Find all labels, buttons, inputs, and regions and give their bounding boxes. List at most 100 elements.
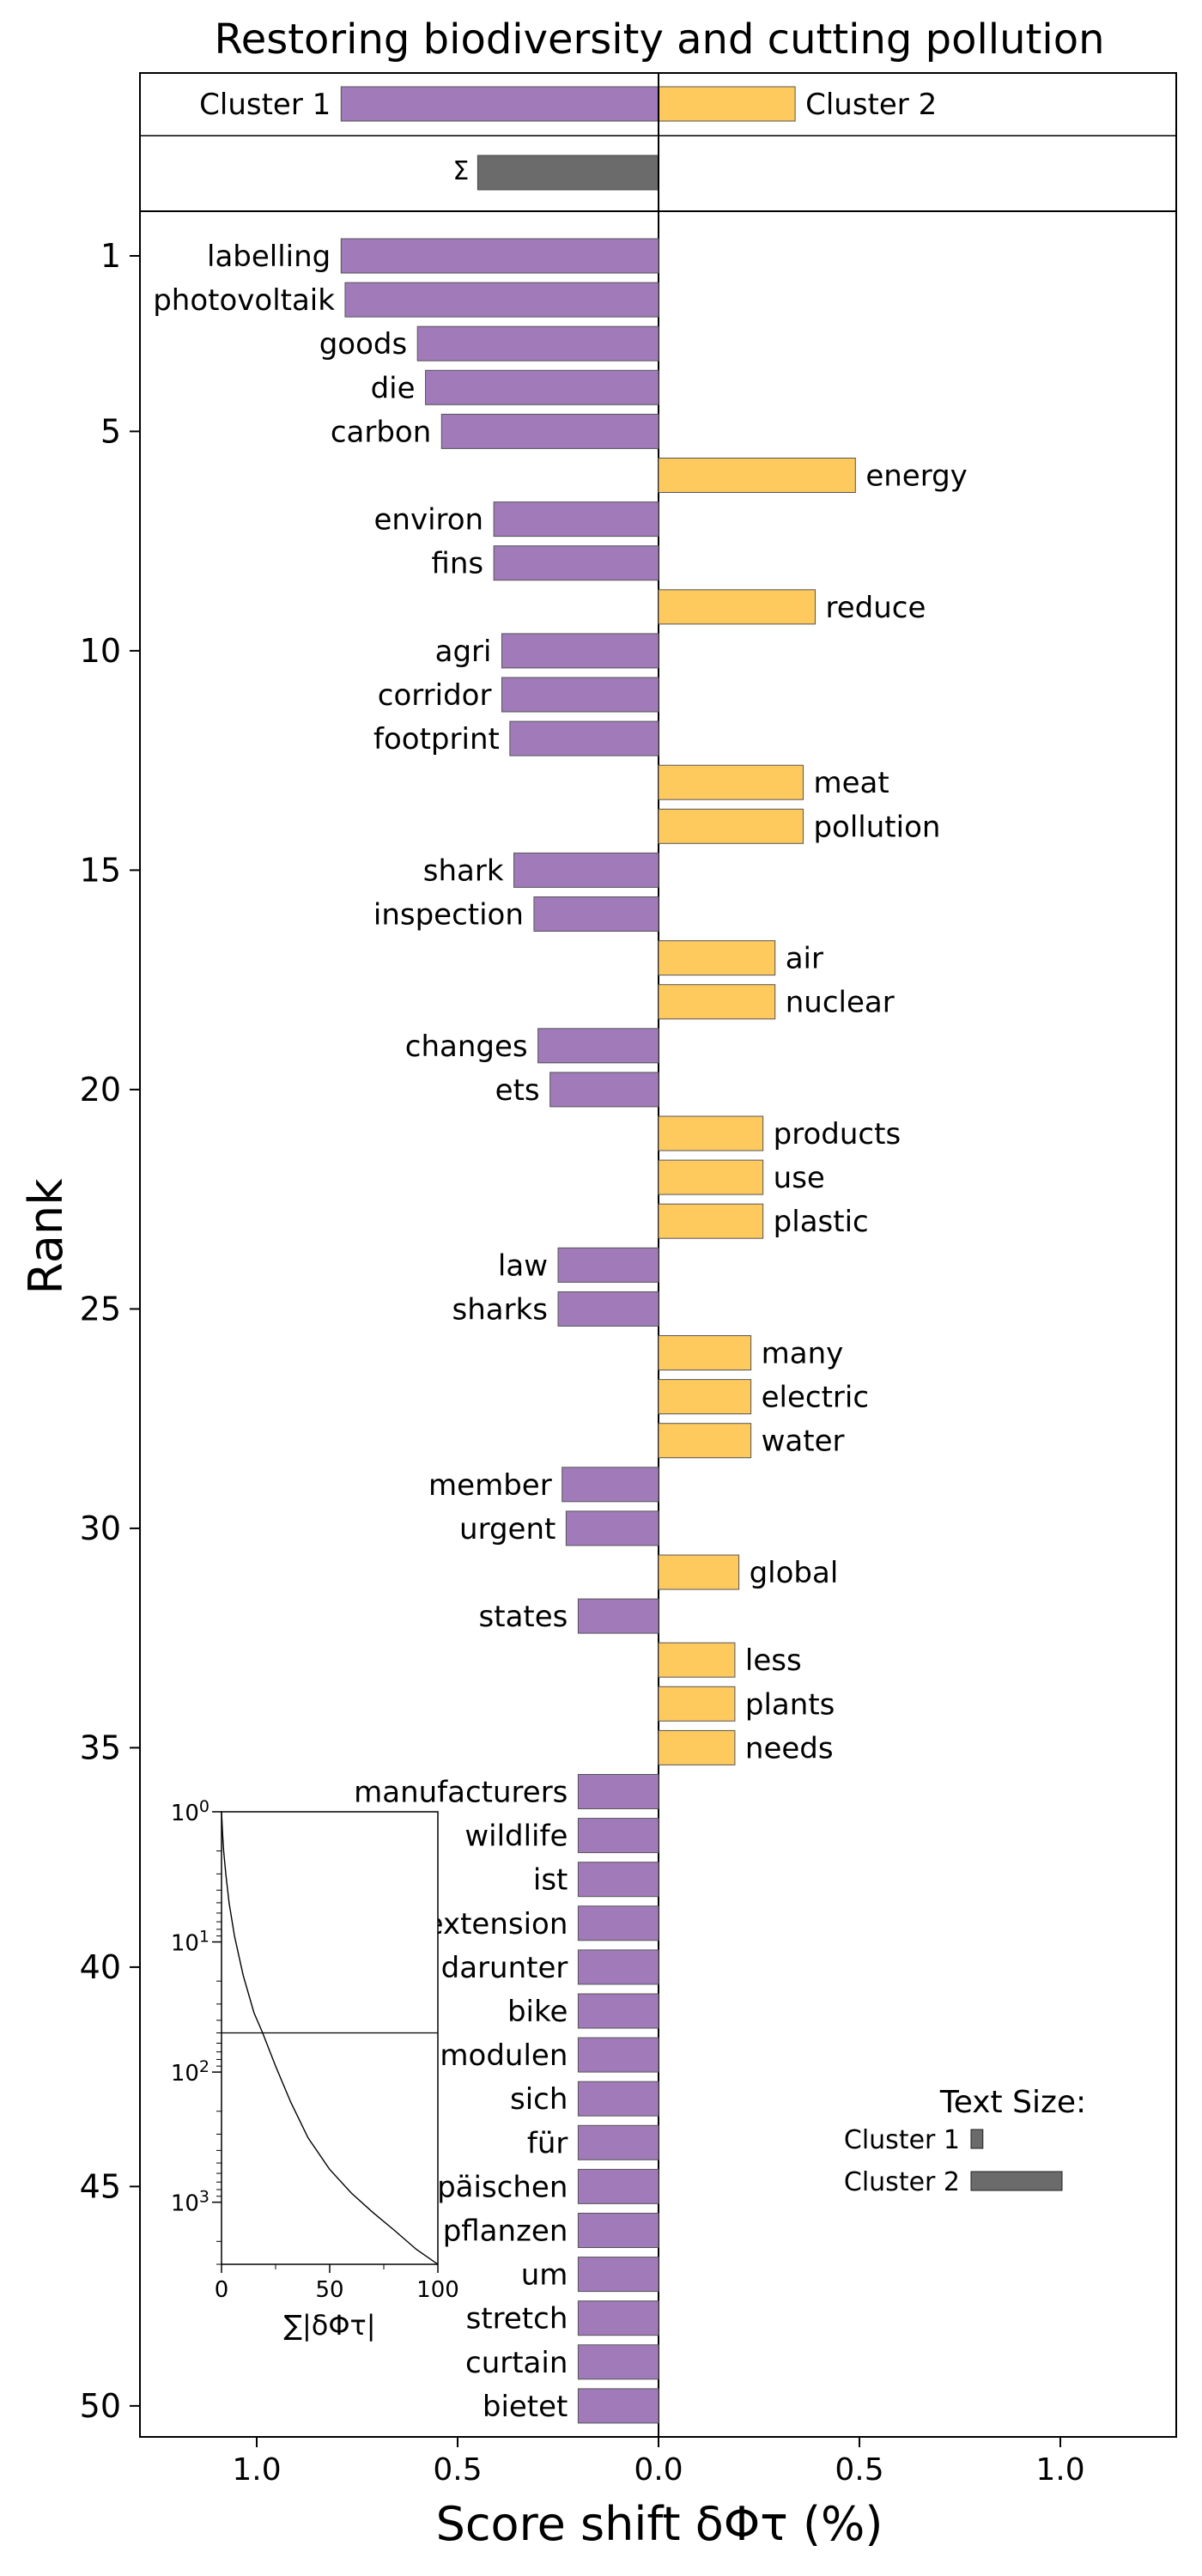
bar-label-28: water <box>762 1425 845 1459</box>
x-tick-label-0: 1.0 <box>232 2452 281 2488</box>
x-tick-label-2: 0.0 <box>634 2452 683 2488</box>
bar-43 <box>577 2081 659 2117</box>
bar-49 <box>577 2344 659 2380</box>
bar-label-29: member <box>428 1468 552 1503</box>
bar-28 <box>658 1423 752 1459</box>
x-tick-label-3: 0.5 <box>835 2452 883 2488</box>
bar-22 <box>658 1159 764 1195</box>
bar-2 <box>344 282 659 318</box>
bar-label-39: extension <box>426 1907 568 1941</box>
bar-label-49: curtain <box>465 2346 568 2380</box>
y-tick-label-30: 30 <box>80 1510 121 1547</box>
bar-label-4: die <box>371 371 416 405</box>
bar-label-11: corridor <box>378 678 492 713</box>
bar-4 <box>425 369 659 405</box>
bar-label-10: agri <box>435 635 492 669</box>
summary-bar-cluster1 <box>340 86 659 122</box>
y-tick-label-45: 45 <box>80 2167 121 2205</box>
inset-x-tick-label-1: 50 <box>315 2277 343 2303</box>
bar-label-13: meat <box>813 766 889 800</box>
inset-x-tick-label-0: 0 <box>215 2277 229 2303</box>
bar-18 <box>658 984 776 1020</box>
bar-12 <box>509 720 659 756</box>
bar-47 <box>577 2257 659 2293</box>
bar-31 <box>658 1554 740 1590</box>
legend-label-cluster2: Cluster 2 <box>844 2167 960 2197</box>
summary-bar-sum <box>477 155 659 191</box>
bar-8 <box>493 545 659 581</box>
bar-17 <box>658 940 776 976</box>
inset-y-tick-label-2: 102 <box>171 2057 209 2087</box>
bar-label-37: wildlife <box>464 1820 568 1854</box>
bar-35 <box>658 1729 736 1765</box>
summary-bar-cluster2 <box>658 86 796 122</box>
bar-label-34: plants <box>745 1687 835 1722</box>
bar-label-24: law <box>498 1249 548 1283</box>
bar-label-38: ist <box>533 1863 568 1898</box>
inset-frame <box>221 1811 439 2265</box>
bar-label-1: labelling <box>207 240 331 274</box>
bar-label-50: bietet <box>483 2390 568 2424</box>
bar-11 <box>501 677 659 713</box>
bar-13 <box>658 764 804 800</box>
bar-label-17: air <box>786 942 823 976</box>
summary-label-cluster2: Cluster 2 <box>805 88 937 122</box>
y-axis-label: Rank <box>19 1178 73 1295</box>
bar-5 <box>440 413 659 449</box>
bar-39 <box>577 1905 659 1941</box>
legend-bar-cluster2 <box>970 2171 1063 2191</box>
bar-label-9: reduce <box>826 591 926 625</box>
bar-40 <box>577 1949 659 1985</box>
bar-label-8: fins <box>431 547 483 581</box>
bar-label-42: modulen <box>440 2038 568 2073</box>
y-tick-label-1: 1 <box>100 237 121 275</box>
bar-37 <box>577 1818 659 1854</box>
bar-label-41: bike <box>507 1995 568 2029</box>
bar-50 <box>577 2388 659 2424</box>
summary-panel: Cluster 1 Cluster 2 Σ <box>199 86 937 191</box>
bar-label-46: pflanzen <box>443 2215 568 2249</box>
bar-14 <box>658 808 804 844</box>
bar-9 <box>658 589 817 625</box>
bar-label-21: products <box>774 1117 901 1151</box>
legend-title: Text Size: <box>939 2085 1086 2120</box>
bar-48 <box>577 2300 659 2336</box>
bar-series: labelling photovoltaik goods die carbon energ… <box>153 238 968 2424</box>
bar-label-12: footprint <box>373 722 500 756</box>
bar-label-43: sich <box>510 2082 568 2117</box>
bar-label-20: ets <box>495 1073 540 1108</box>
y-tick-label-35: 35 <box>80 1728 121 1766</box>
text-size-legend: Text Size: Cluster 1 Cluster 2 <box>844 2085 1086 2197</box>
bar-16 <box>533 896 659 932</box>
bar-27 <box>658 1379 752 1415</box>
y-tick-label-15: 15 <box>80 851 121 889</box>
summary-label-sum: Σ <box>452 156 469 186</box>
bar-20 <box>549 1072 659 1108</box>
bar-label-30: urgent <box>459 1512 555 1546</box>
summary-label-cluster1: Cluster 1 <box>199 88 331 122</box>
bar-label-27: electric <box>762 1381 869 1415</box>
bar-label-26: many <box>762 1337 844 1371</box>
bar-label-47: um <box>521 2258 568 2293</box>
legend-label-cluster1: Cluster 1 <box>844 2125 960 2155</box>
bar-36 <box>577 1774 659 1809</box>
inset-y-tick-label-3: 103 <box>171 2188 209 2217</box>
bar-label-16: inspection <box>373 898 524 933</box>
bar-label-14: pollution <box>813 810 940 844</box>
bar-label-31: global <box>750 1556 839 1590</box>
y-tick-label-5: 5 <box>100 412 121 450</box>
x-tick-label-4: 1.0 <box>1035 2452 1084 2488</box>
bar-label-19: changes <box>405 1030 528 1064</box>
bar-label-7: environ <box>373 503 483 538</box>
y-tick-label-20: 20 <box>80 1071 121 1109</box>
bar-30 <box>565 1510 659 1546</box>
bar-label-36: manufacturers <box>354 1776 568 1810</box>
bar-label-25: sharks <box>452 1292 548 1327</box>
legend-bar-cluster1 <box>970 2129 984 2149</box>
bar-label-48: stretch <box>466 2302 568 2336</box>
x-tick-label-1: 0.5 <box>433 2452 482 2488</box>
inset-x-label: ∑|δΦτ| <box>283 2309 375 2342</box>
inset-y-tick-label-1: 101 <box>171 1928 209 1957</box>
bar-26 <box>658 1335 752 1370</box>
